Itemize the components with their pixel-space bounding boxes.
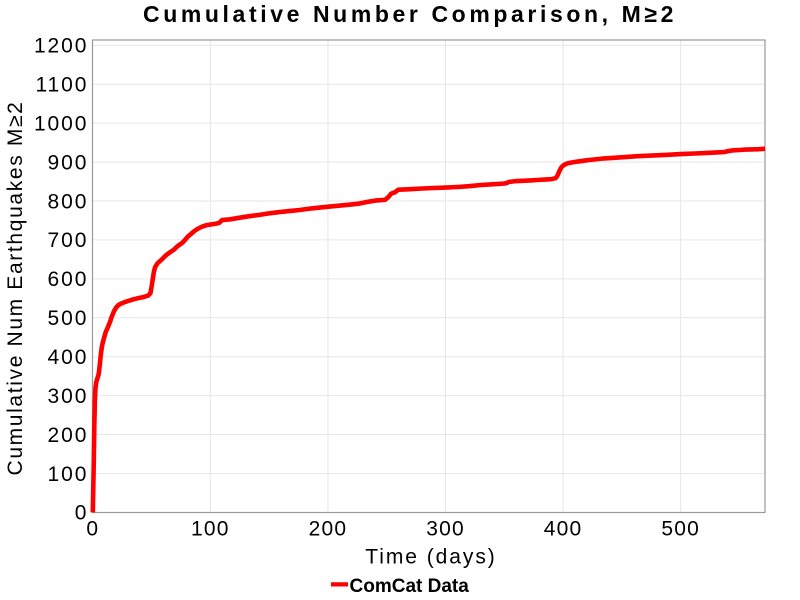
svg-text:700: 700 (48, 229, 89, 252)
svg-text:300: 300 (48, 385, 89, 408)
svg-text:300: 300 (426, 518, 465, 541)
svg-text:Cumulative Num Earthquakes M≥2: Cumulative Num Earthquakes M≥2 (4, 101, 27, 476)
svg-text:400: 400 (48, 346, 89, 369)
svg-text:400: 400 (544, 518, 583, 541)
svg-text:900: 900 (48, 151, 89, 174)
svg-text:0: 0 (86, 518, 99, 541)
svg-text:500: 500 (661, 518, 700, 541)
svg-text:200: 200 (309, 518, 348, 541)
svg-text:Time (days): Time (days) (365, 546, 497, 569)
svg-text:100: 100 (48, 463, 89, 486)
svg-text:1200: 1200 (34, 35, 88, 58)
svg-text:100: 100 (191, 518, 230, 541)
svg-text:600: 600 (48, 268, 89, 291)
svg-text:Cumulative Number Comparison,: Cumulative Number Comparison, M≥2 (143, 1, 677, 27)
svg-text:ComCat Data: ComCat Data (350, 576, 470, 597)
svg-text:200: 200 (48, 424, 89, 447)
svg-text:800: 800 (48, 190, 89, 213)
svg-text:500: 500 (48, 307, 89, 330)
svg-text:0: 0 (75, 502, 89, 525)
svg-text:1000: 1000 (34, 112, 88, 135)
svg-text:1100: 1100 (36, 74, 89, 97)
